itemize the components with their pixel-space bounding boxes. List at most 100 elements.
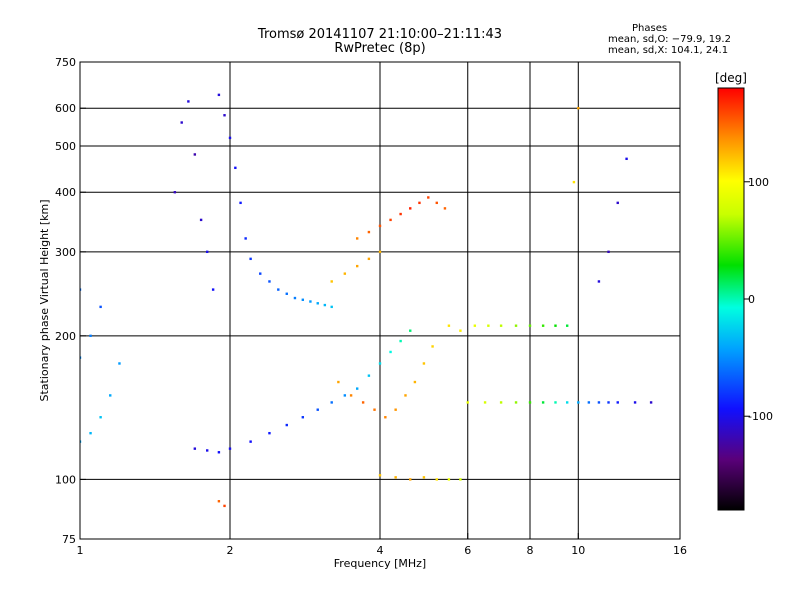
data-point (217, 451, 221, 454)
data-point (193, 447, 197, 450)
data-point (367, 257, 371, 261)
data-point (109, 394, 112, 397)
x-tick-label: 2 (227, 544, 234, 557)
data-point (89, 334, 92, 338)
data-point (80, 288, 82, 291)
x-tick-label: 16 (673, 544, 687, 557)
data-point (355, 264, 359, 268)
data-point (435, 201, 438, 205)
data-point (234, 166, 237, 170)
data-point (384, 416, 387, 419)
data-point (316, 408, 319, 411)
data-point (389, 218, 392, 222)
data-point (80, 440, 82, 443)
data-point (361, 401, 365, 404)
data-point (418, 201, 421, 205)
x-tick-label: 10 (571, 544, 585, 557)
data-point (431, 345, 434, 348)
data-point (367, 374, 371, 377)
data-point (187, 100, 190, 103)
x-tick-label: 8 (527, 544, 534, 557)
data-point (205, 250, 209, 254)
data-point (228, 447, 232, 450)
data-point (427, 196, 430, 199)
data-point (349, 394, 353, 397)
data-point (355, 387, 359, 390)
data-point (239, 201, 242, 205)
data-point (199, 218, 203, 222)
data-point (285, 292, 288, 295)
data-point (499, 324, 503, 327)
data-point (528, 324, 532, 327)
data-point (422, 476, 426, 479)
x-axis-label: Frequency [MHz] (334, 557, 426, 570)
data-point (597, 401, 601, 404)
x-tick-label: 4 (377, 544, 384, 557)
data-point (293, 296, 297, 300)
data-point (268, 280, 271, 283)
data-point (554, 324, 557, 327)
data-point (217, 93, 221, 97)
data-point (447, 478, 451, 481)
data-point (309, 300, 312, 303)
colorbar-tick-label: 100 (748, 176, 769, 189)
data-point (173, 191, 177, 194)
data-point (223, 504, 226, 508)
data-point (343, 394, 347, 397)
data-point (259, 272, 262, 275)
y-axis-label: Stationary phase Virtual Height [km] (38, 199, 51, 401)
data-point (447, 324, 451, 327)
data-point (649, 401, 653, 404)
data-point (616, 201, 619, 205)
data-point (223, 114, 226, 117)
data-point (514, 401, 518, 404)
data-point (404, 394, 407, 397)
data-point (625, 157, 628, 161)
data-point (394, 408, 397, 411)
data-point (330, 305, 333, 309)
data-point (389, 350, 392, 354)
y-tick-label: 300 (55, 246, 76, 259)
data-point (565, 401, 569, 404)
data-point (89, 431, 92, 435)
data-point (373, 408, 376, 411)
data-point (409, 478, 412, 481)
y-tick-label: 100 (55, 473, 76, 486)
data-point (343, 272, 347, 275)
y-tick-label: 600 (55, 102, 76, 115)
data-point (473, 324, 477, 327)
y-tick-label: 500 (55, 140, 76, 153)
y-tick-label: 400 (55, 186, 76, 199)
data-point (378, 250, 382, 254)
data-point (244, 237, 247, 240)
data-point (587, 401, 591, 404)
data-point (330, 280, 333, 283)
data-point (80, 356, 82, 359)
data-point (597, 280, 601, 283)
data-point (413, 380, 417, 384)
data-point (285, 423, 288, 427)
data-point (409, 207, 412, 210)
y-tick-label: 75 (62, 533, 76, 546)
data-point (217, 500, 221, 503)
data-point (616, 401, 619, 404)
data-point (99, 416, 102, 419)
x-tick-label: 6 (464, 544, 471, 557)
data-point (483, 401, 487, 404)
data-point (228, 136, 232, 140)
data-point (499, 401, 503, 404)
data-point (541, 401, 545, 404)
data-point (193, 153, 197, 156)
legend-heading: Phases (632, 23, 668, 34)
data-point (443, 207, 447, 210)
data-point (577, 401, 580, 404)
data-point (316, 302, 319, 305)
data-point (409, 329, 412, 332)
data-point (466, 401, 469, 404)
colorbar-label: [deg] (715, 71, 747, 85)
data-point (337, 380, 340, 384)
colorbar-tick-label: -100 (748, 410, 773, 423)
data-point (180, 121, 183, 124)
